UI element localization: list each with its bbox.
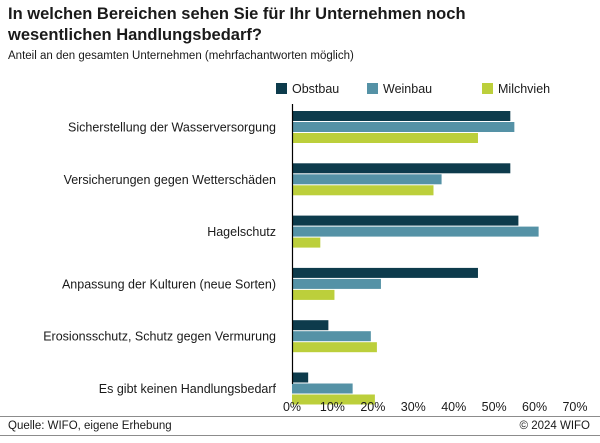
- category-label: Es gibt keinen Handlungsbedarf: [99, 382, 277, 396]
- category-label: Anpassung der Kulturen (neue Sorten): [62, 277, 276, 291]
- chart-title: In welchen Bereichen sehen Sie für Ihr U…: [8, 5, 466, 44]
- bar-obstbau: [292, 215, 519, 226]
- chart-subtitle: Anteil an den gesamten Unternehmen (mehr…: [8, 50, 354, 62]
- legend-label-obstbau: Obstbau: [292, 82, 339, 96]
- bar-milchvieh: [292, 237, 321, 248]
- legend-swatch-weinbau: [367, 83, 378, 94]
- bar-milchvieh: [292, 394, 375, 405]
- category-label: Sicherstellung der Wasserversorgung: [68, 121, 276, 135]
- bottom-divider: [0, 435, 600, 436]
- bar-weinbau: [292, 278, 381, 289]
- source-note: Quelle: WIFO, eigene Erhebung: [8, 420, 172, 432]
- x-tick-label: 20%: [360, 400, 385, 414]
- legend-label-milchvieh: Milchvieh: [498, 82, 550, 96]
- bar-obstbau: [292, 163, 511, 174]
- copyright-note: © 2024 WIFO: [519, 420, 590, 432]
- bar-obstbau: [292, 111, 511, 121]
- bar-weinbau: [292, 174, 442, 185]
- bar-weinbau: [292, 226, 539, 237]
- bar-milchvieh: [292, 133, 478, 143]
- x-tick-label: 70%: [562, 400, 587, 414]
- x-tick-label: 50%: [482, 400, 507, 414]
- x-tick-label: 40%: [441, 400, 466, 414]
- legend: Obstbau Weinbau Milchvieh: [276, 82, 550, 96]
- legend-swatch-obstbau: [276, 83, 287, 94]
- category-labels: Sicherstellung der Wasserversorgung Versi…: [43, 121, 276, 397]
- category-label: Erosionsschutz, Schutz gegen Vermurung: [43, 330, 276, 344]
- bar-obstbau: [292, 372, 309, 383]
- x-tick-label: 10%: [320, 400, 345, 414]
- legend-swatch-milchvieh: [482, 83, 493, 94]
- bar-milchvieh: [292, 342, 377, 353]
- bar-weinbau: [292, 331, 371, 342]
- bars: [292, 111, 539, 405]
- bar-milchvieh: [292, 289, 335, 300]
- footer-divider: [0, 416, 600, 417]
- x-tick-label: 60%: [522, 400, 547, 414]
- bar-weinbau: [292, 383, 353, 394]
- x-tick-labels: 0% 10% 20% 30% 40% 50% 60% 70%: [283, 400, 588, 414]
- x-tick-label: 0%: [283, 400, 301, 414]
- bar-milchvieh: [292, 185, 434, 196]
- bar-weinbau: [292, 122, 515, 132]
- category-label: Hagelschutz: [207, 225, 276, 239]
- bar-obstbau: [292, 320, 329, 331]
- bar-obstbau: [292, 267, 478, 278]
- legend-label-weinbau: Weinbau: [383, 82, 432, 96]
- x-tick-label: 30%: [401, 400, 426, 414]
- category-label: Versicherungen gegen Wetterschäden: [64, 173, 276, 187]
